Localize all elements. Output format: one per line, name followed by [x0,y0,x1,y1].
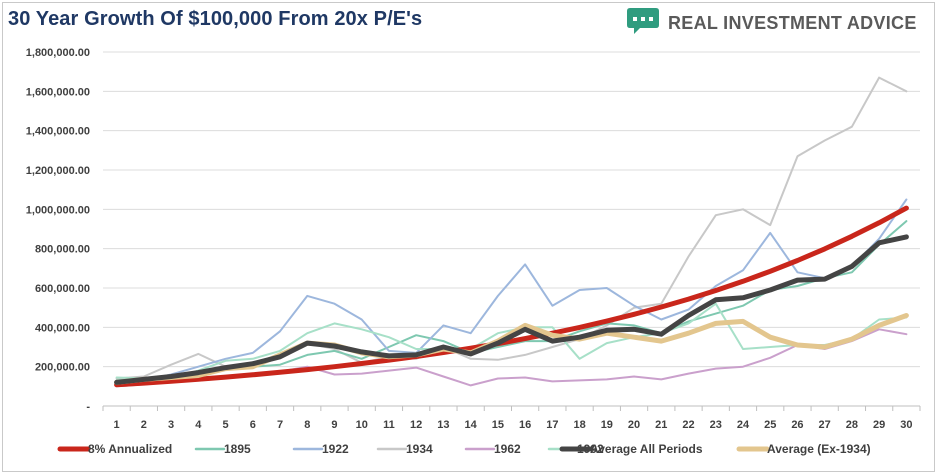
x-tick-label: 11 [383,419,395,431]
x-tick-label: 3 [168,419,174,431]
x-tick-label: 5 [222,419,228,431]
x-tick-label: 18 [573,419,585,431]
legend-label: 1922 [322,442,349,456]
legend-label: 8% Annualized [88,442,172,456]
x-tick-label: 19 [601,419,613,431]
x-tick-label: 16 [519,419,531,431]
x-tick-label: 17 [546,419,558,431]
x-tick-label: 28 [846,419,858,431]
x-tick-label: 22 [682,419,694,431]
x-tick-label: 4 [195,419,202,431]
x-tick-label: 25 [764,419,776,431]
x-tick-label: 15 [492,419,504,431]
x-tick-label: 23 [710,419,722,431]
x-tick-label: 12 [410,419,422,431]
x-tick-label: 13 [437,419,449,431]
x-tick-label: 6 [250,419,256,431]
x-tick-label: 24 [737,419,750,431]
y-tick-label: 400,000.00 [35,322,90,334]
x-tick-label: 10 [356,419,368,431]
series-line-average-all-periods [114,234,909,385]
legend-label: 1962 [494,442,521,456]
x-tick-label: 8 [304,419,310,431]
series-line-8-annualized [114,205,909,388]
series-line-1992 [115,302,908,380]
x-tick-label: 30 [900,419,912,431]
chart-title: 30 Year Growth Of $100,000 From 20x P/E'… [8,8,423,30]
speech-bubble-icon [626,6,660,41]
y-tick-label: 800,000.00 [35,244,90,256]
brand-name: REAL INVESTMENT ADVICE [668,12,917,33]
x-tick-label: 1 [114,419,120,431]
legend-label: Average All Periods [590,442,703,456]
x-tick-label: 29 [873,419,885,431]
x-tick-label: 26 [791,419,803,431]
x-tick-label: 7 [277,419,283,431]
legend-label: 1895 [224,442,251,456]
y-tick-label: - [86,401,90,413]
x-tick-label: 14 [465,419,478,431]
series-line-1922 [115,198,908,386]
x-tick-label: 21 [655,419,667,431]
y-tick-label: 200,000.00 [35,362,90,374]
y-tick-label: 600,000.00 [35,283,90,295]
x-tick-label: 2 [141,419,147,431]
x-tick-label: 20 [628,419,640,431]
y-tick-label: 1,600,000.00 [26,86,90,98]
legend-label: 1934 [406,442,433,456]
x-tick-label: 27 [819,419,831,431]
y-tick-label: 1,400,000.00 [26,126,90,138]
y-tick-label: 1,000,000.00 [26,204,90,216]
brand-logo: REAL INVESTMENT ADVICE [626,6,917,41]
x-tick-label: 9 [331,419,337,431]
series-line-average-ex-1934 [114,313,909,385]
y-tick-label: 1,200,000.00 [26,165,90,177]
legend-label: Average (Ex-1934) [767,442,871,456]
y-tick-label: 1,800,000.00 [26,47,90,59]
